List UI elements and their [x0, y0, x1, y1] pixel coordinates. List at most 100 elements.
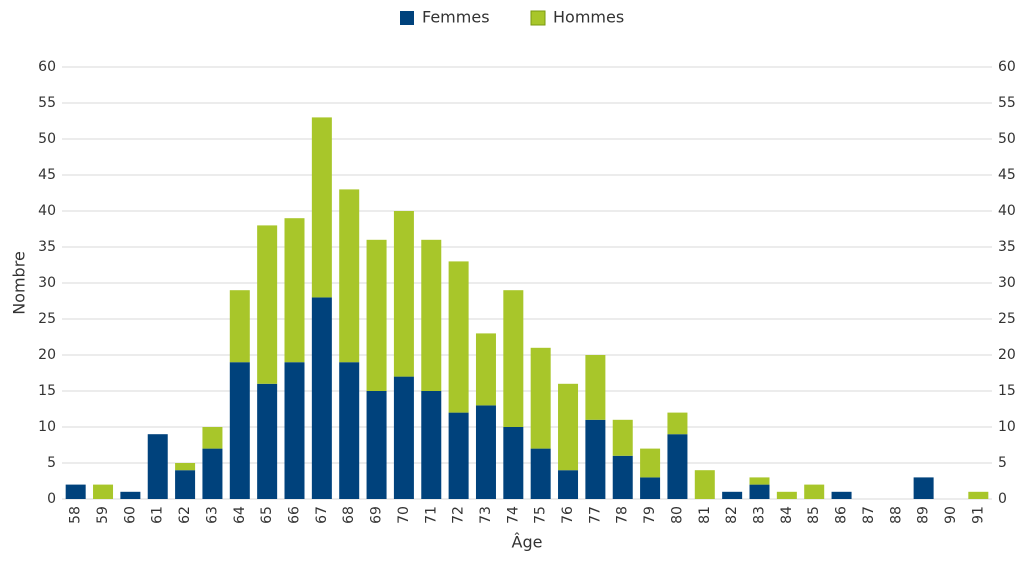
y-tick-label: 0 — [47, 491, 56, 507]
x-tick-label: 84 — [779, 506, 795, 524]
bar-segment — [558, 470, 579, 499]
bar-segment — [831, 491, 852, 499]
bar-segment — [448, 412, 469, 499]
x-tick-label: 86 — [834, 506, 850, 524]
bar-segment — [147, 434, 168, 499]
y-tick-label: 55 — [38, 95, 56, 111]
y2-tick-label: 55 — [998, 95, 1016, 111]
x-tick-label: 83 — [752, 506, 768, 524]
bar-segment — [65, 484, 86, 499]
bar-segment — [667, 412, 688, 435]
y2-tick-label: 5 — [998, 455, 1007, 471]
x-tick-label: 66 — [287, 506, 303, 524]
x-tick-label: 81 — [697, 506, 713, 524]
x-tick-label: 63 — [204, 506, 220, 524]
y-tick-label: 60 — [38, 59, 56, 75]
x-tick-label: 87 — [861, 506, 877, 524]
bar-segment — [421, 239, 442, 391]
bar-segment — [202, 427, 223, 449]
bar-segment — [448, 261, 469, 413]
x-tick-label: 72 — [451, 506, 467, 524]
bar-segment — [229, 362, 250, 499]
bar-segment — [93, 484, 114, 499]
y-tick-label: 15 — [38, 383, 56, 399]
x-tick-label: 59 — [95, 506, 111, 524]
x-axis-label: Âge — [512, 533, 543, 552]
y-tick-label: 35 — [38, 239, 56, 255]
x-tick-label: 89 — [916, 506, 932, 524]
bar-segment — [558, 383, 579, 471]
x-tick-label: 78 — [615, 506, 631, 524]
bar-segment — [421, 391, 442, 499]
bar-segment — [175, 463, 196, 471]
bar-segment — [366, 391, 387, 499]
legend-swatch — [530, 10, 546, 26]
bar-segment — [776, 491, 797, 499]
y2-tick-label: 40 — [998, 203, 1016, 219]
bar-segment — [913, 477, 934, 499]
bar-segment — [475, 333, 496, 406]
x-tick-label: 58 — [68, 506, 84, 524]
x-tick-label: 71 — [423, 506, 439, 524]
bar-segment — [339, 362, 360, 499]
bar-segment — [339, 189, 360, 363]
legend-label: Hommes — [553, 8, 624, 27]
bar-segment — [612, 419, 633, 456]
bar-segment — [257, 225, 278, 384]
bar-segment — [667, 434, 688, 499]
legend-swatch — [400, 11, 414, 25]
x-tick-label: 64 — [232, 506, 248, 524]
bar-segment — [722, 491, 743, 499]
legend-label: Femmes — [422, 8, 490, 27]
x-tick-label: 68 — [341, 506, 357, 524]
y2-tick-label: 35 — [998, 239, 1016, 255]
x-tick-label: 65 — [259, 506, 275, 524]
x-tick-label: 82 — [724, 506, 740, 524]
y2-tick-label: 30 — [998, 275, 1016, 291]
bar-segment — [749, 484, 770, 499]
x-tick-label: 70 — [396, 506, 412, 524]
bar-segment — [284, 218, 305, 363]
y-tick-label: 45 — [38, 167, 56, 183]
bar-segment — [640, 477, 661, 499]
x-tick-label: 76 — [560, 506, 576, 524]
y-axis-label: Nombre — [10, 251, 29, 315]
bar-segment — [175, 470, 196, 499]
y-tick-label: 20 — [38, 347, 56, 363]
bar-segment — [284, 362, 305, 499]
y2-tick-label: 0 — [998, 491, 1007, 507]
bar-segment — [585, 355, 606, 420]
x-tick-label: 62 — [177, 506, 193, 524]
y-tick-label: 30 — [38, 275, 56, 291]
x-tick-label: 74 — [505, 506, 521, 524]
y2-tick-label: 15 — [998, 383, 1016, 399]
y2-tick-label: 25 — [998, 311, 1016, 327]
y-tick-label: 25 — [38, 311, 56, 327]
bar-segment — [393, 211, 414, 377]
x-tick-label: 75 — [533, 506, 549, 524]
bar-segment — [640, 448, 661, 478]
x-tick-label: 67 — [314, 506, 330, 524]
bar-segment — [311, 117, 332, 298]
x-tick-label: 90 — [943, 506, 959, 524]
bar-segment — [120, 491, 141, 499]
x-tick-label: 85 — [806, 506, 822, 524]
bar-segment — [694, 470, 715, 499]
bar-segment — [257, 383, 278, 499]
y2-tick-label: 10 — [998, 419, 1016, 435]
y2-tick-label: 60 — [998, 59, 1016, 75]
x-tick-label: 77 — [587, 506, 603, 524]
x-tick-label: 88 — [888, 506, 904, 524]
x-tick-label: 91 — [970, 506, 986, 524]
bar-segment — [968, 491, 989, 499]
bar-segment — [749, 477, 770, 485]
y2-tick-label: 45 — [998, 167, 1016, 183]
bar-segment — [612, 455, 633, 499]
bar-segment — [393, 376, 414, 499]
bar-segment — [585, 419, 606, 499]
x-tick-label: 69 — [369, 506, 385, 524]
y-tick-label: 50 — [38, 131, 56, 147]
x-tick-label: 79 — [642, 506, 658, 524]
bar-segment — [530, 347, 551, 449]
